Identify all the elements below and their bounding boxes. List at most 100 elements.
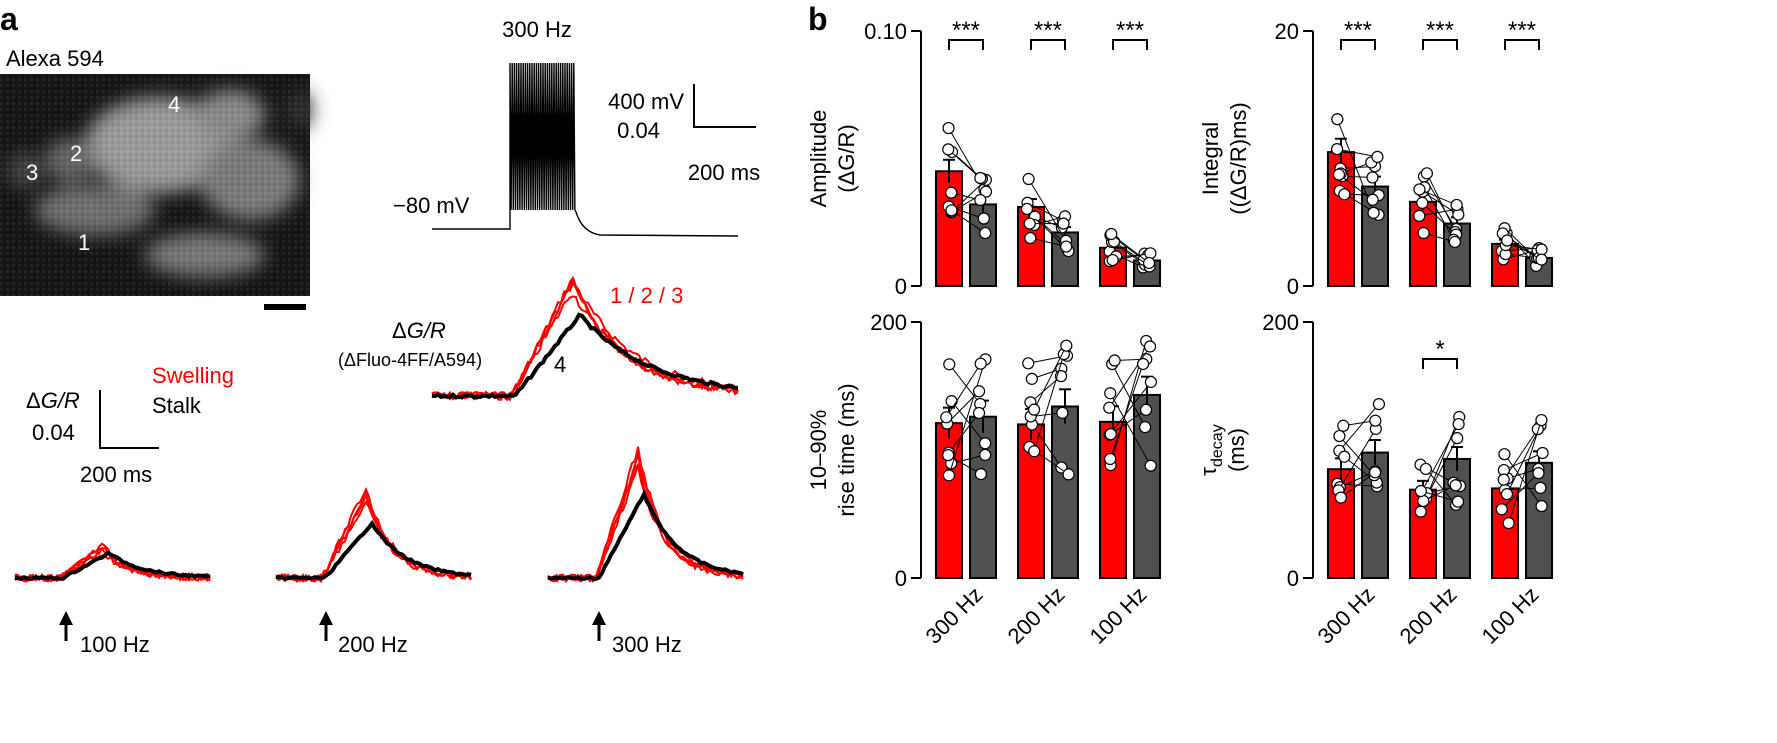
- swelling-trace: [275, 490, 472, 583]
- significance-bracket: [1504, 39, 1540, 50]
- paired-line: [948, 364, 981, 405]
- data-point-swelling: [1023, 217, 1036, 230]
- paired-line: [947, 454, 982, 475]
- paired-line: [1028, 178, 1067, 241]
- data-point-swelling: [1330, 142, 1344, 156]
- data-point-stalk: [974, 171, 987, 185]
- data-point-swelling: [1028, 445, 1041, 458]
- y-tick-label: 0: [895, 274, 907, 299]
- data-point-swelling: [1416, 196, 1429, 209]
- swelling-trace: [275, 489, 472, 583]
- y-tick-label: 0: [895, 566, 907, 591]
- scale-bar: [99, 390, 159, 449]
- significance-stars: ***: [952, 17, 980, 44]
- paired-line: [951, 179, 987, 213]
- paired-line: [1034, 216, 1066, 244]
- stimulus-frequency-label: 100 Hz: [80, 632, 150, 657]
- data-point-stalk: [1142, 256, 1156, 270]
- bar-chart-4: 0 200 τdecay(ms) 300 Hz * 200 Hz 100 Hz: [1196, 310, 1553, 649]
- data-point-swelling: [1414, 505, 1427, 518]
- paired-line: [1419, 188, 1457, 206]
- paired-line: [1112, 252, 1151, 261]
- data-point-swelling: [1417, 494, 1430, 508]
- data-point-stalk: [974, 468, 988, 481]
- data-point-swelling: [1022, 172, 1035, 186]
- main-trace-black-label: 4: [554, 352, 566, 377]
- data-point-swelling: [1106, 253, 1119, 267]
- bar-swelling: [1099, 420, 1127, 579]
- paired-line: [948, 359, 986, 476]
- y-tick-label: 200: [1262, 310, 1299, 335]
- data-point-swelling: [942, 469, 956, 482]
- paired-line: [1030, 237, 1067, 248]
- data-point-stalk: [1534, 481, 1547, 494]
- paired-line: [1504, 453, 1543, 507]
- paired-line: [947, 149, 981, 179]
- data-point-swelling: [1108, 354, 1121, 367]
- stimulus-arrow-head: [59, 611, 73, 625]
- roi-label-4: 4: [168, 92, 180, 117]
- stalk-trace: [275, 519, 472, 582]
- bar-chart-2: 0 20 Integral ((ΔG/R)ms) *** *** ***: [1198, 17, 1553, 299]
- paired-line: [1425, 437, 1458, 499]
- data-point-swelling: [943, 358, 956, 371]
- y-tick-label: 0: [1287, 274, 1299, 299]
- data-point-stalk: [1535, 500, 1548, 513]
- ap-voltage-trace: [432, 62, 739, 237]
- data-point-stalk: [1535, 413, 1548, 427]
- data-point-stalk: [1369, 414, 1382, 427]
- paired-line: [951, 209, 986, 234]
- paired-line: [1033, 354, 1065, 452]
- data-point-swelling: [1337, 419, 1350, 432]
- roi-label-2: 2: [70, 141, 82, 166]
- x-tick-label: 300 Hz: [1313, 582, 1380, 649]
- data-point-stalk: [1060, 240, 1073, 253]
- data-point-stalk: [1144, 375, 1158, 389]
- ap-freq-label: 300 Hz: [502, 17, 572, 42]
- data-point-stalk: [1449, 479, 1462, 492]
- x-tick-label: 300 Hz: [921, 582, 988, 649]
- x-tick-label: 100 Hz: [1085, 582, 1152, 649]
- significance-stars: *: [1435, 336, 1444, 363]
- ap-scale-v: 400 mV: [608, 89, 684, 114]
- data-point-swelling: [1020, 202, 1034, 216]
- paired-line: [1109, 381, 1152, 435]
- data-point-swelling: [1028, 403, 1041, 416]
- stalk-trace: [547, 489, 744, 581]
- data-point-swelling: [1498, 448, 1511, 461]
- stimulus-arrow-head: [592, 611, 606, 625]
- y-axis-label: Integral ((ΔG/R)ms): [1198, 102, 1251, 214]
- data-point-swelling: [940, 411, 953, 424]
- roi-labels: 1 2 3 4: [26, 92, 180, 255]
- paired-line: [1506, 425, 1541, 495]
- x-tick-label: 200 Hz: [1003, 582, 1070, 649]
- panel-a-label: a: [0, 1, 18, 37]
- data-point-swelling: [1501, 234, 1514, 247]
- paired-line: [1110, 233, 1150, 264]
- data-point-swelling: [1497, 473, 1510, 486]
- data-point-swelling: [1104, 387, 1117, 400]
- data-point-swelling: [1414, 484, 1427, 498]
- y-axis-label: 10–90% rise time (ms): [806, 383, 859, 516]
- data-point-swelling: [1025, 372, 1038, 385]
- data-point-stalk: [979, 226, 992, 240]
- swelling-trace: [275, 486, 472, 584]
- data-point-stalk: [1372, 398, 1386, 411]
- data-point-stalk: [1062, 468, 1075, 481]
- scale-bar-ylabel: ΔG/R: [26, 388, 80, 413]
- panel-b-label: b: [808, 1, 828, 37]
- data-point-swelling: [1334, 491, 1347, 504]
- data-point-swelling: [1419, 462, 1432, 476]
- y-tick-label: 0.10: [864, 19, 907, 44]
- paired-line: [1033, 345, 1067, 410]
- stimulus-frequency-label: 200 Hz: [338, 632, 408, 657]
- paired-line: [1027, 202, 1064, 222]
- ap-scale-bar: [693, 84, 756, 128]
- significance-stars: ***: [1344, 17, 1372, 44]
- stalk-trace: [14, 550, 211, 582]
- paired-line: [1421, 202, 1457, 235]
- ap-train-trace: 300 Hz −80 mV 400 mV 0.04 200 ms: [393, 17, 760, 237]
- data-point-swelling: [1024, 231, 1037, 245]
- stimulus-arrow-head: [319, 611, 333, 625]
